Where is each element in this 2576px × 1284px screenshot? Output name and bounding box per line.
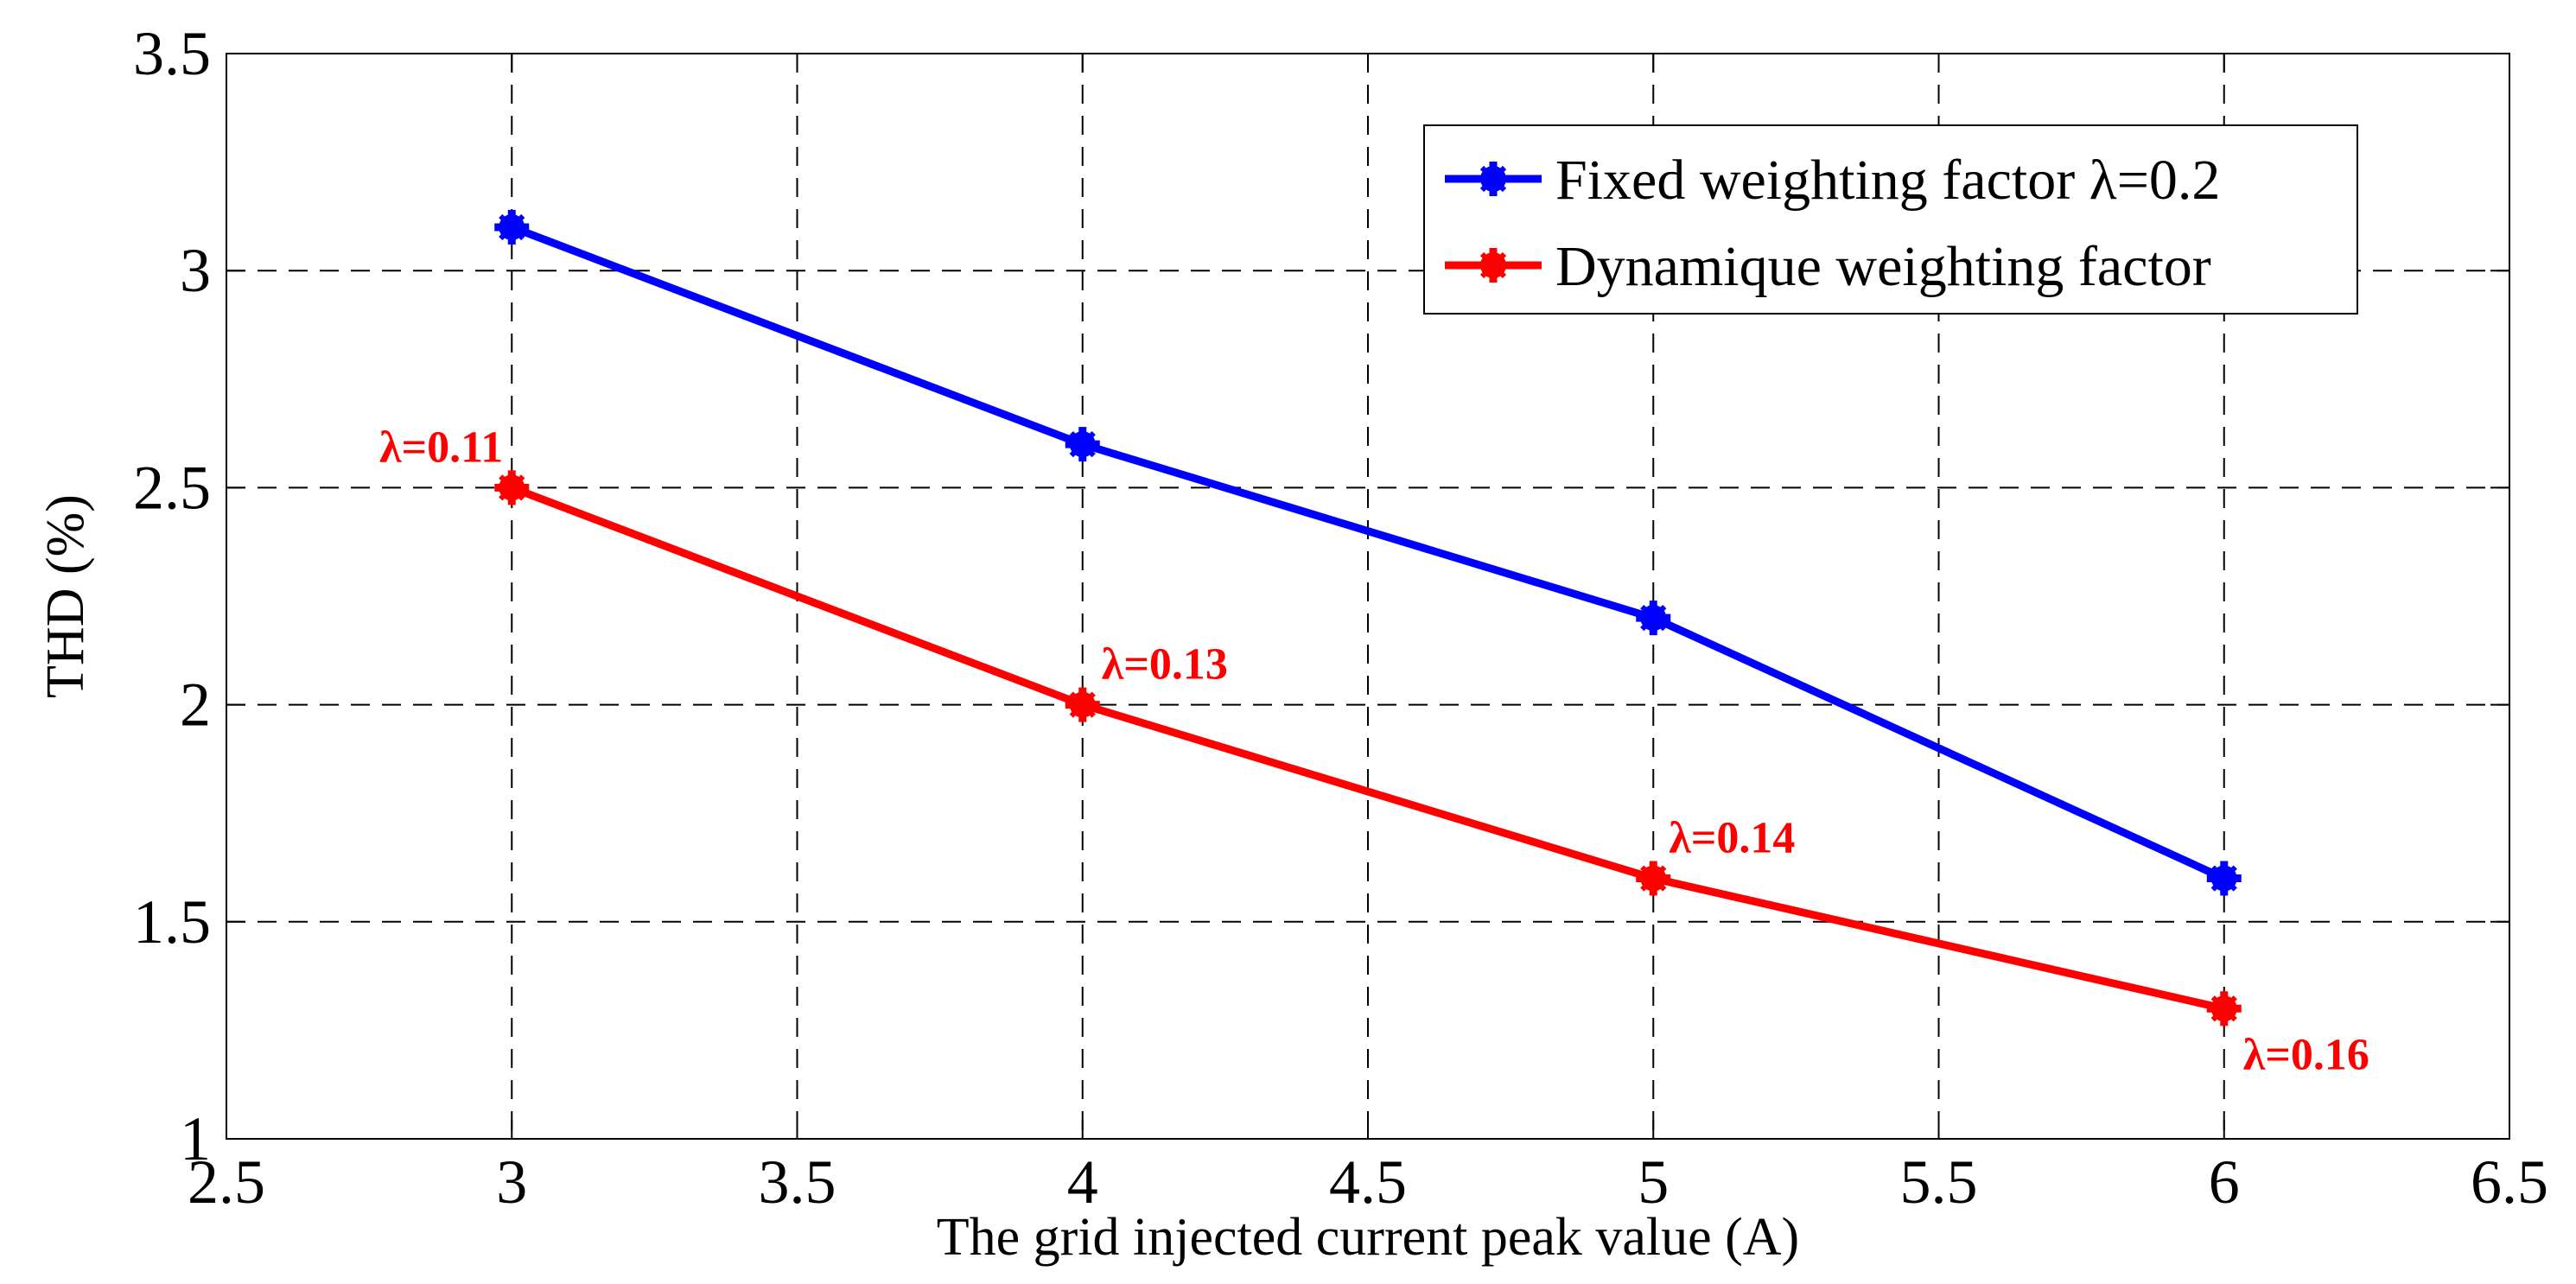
series-line — [507, 483, 2229, 1013]
marker-cross-d2 — [499, 474, 525, 501]
marker-cross-d2 — [1479, 165, 1507, 193]
data-point — [1636, 601, 1671, 636]
annotation-label: λ=0.13 — [1102, 640, 1228, 690]
x-axis-title: The grid injected current peak value (A) — [937, 1208, 1799, 1267]
data-point — [1065, 427, 1100, 462]
legend-label: Fixed weighting factor λ=0.2 — [1555, 149, 2220, 212]
y-tick-label: 3.5 — [133, 19, 211, 88]
x-tick-label: 4.5 — [1329, 1147, 1407, 1217]
data-point — [1636, 861, 1671, 896]
y-axis-title: THD (%) — [36, 494, 95, 698]
series-1 — [494, 209, 2242, 896]
series-2 — [494, 470, 2242, 1027]
x-tick-label: 2.5 — [188, 1147, 265, 1217]
marker-cross-d2 — [1640, 604, 1667, 632]
data-point — [2206, 861, 2242, 896]
y-tick-label: 1.5 — [133, 887, 211, 957]
data-point — [1065, 687, 1100, 722]
y-tick-label: 2.5 — [133, 453, 211, 522]
marker-cross-d2 — [1640, 865, 1667, 892]
series-line — [507, 223, 2229, 883]
y-tick-label: 1 — [180, 1104, 211, 1173]
data-point — [494, 209, 530, 245]
x-tick-label: 6.5 — [2471, 1147, 2548, 1217]
x-tick-label: 6 — [2209, 1147, 2240, 1217]
x-tick-label: 5.5 — [1900, 1147, 1978, 1217]
y-tick-label: 3 — [180, 236, 211, 305]
y-tick-label: 2 — [180, 671, 211, 740]
data-point — [494, 470, 530, 505]
legend-entry-1: Fixed weighting factor λ=0.2 — [1445, 149, 2220, 212]
legend-entry-2: Dynamique weighting factor — [1445, 235, 2211, 298]
marker-cross-d2 — [1479, 251, 1507, 279]
marker-cross-d2 — [2210, 995, 2237, 1022]
annotation-label: λ=0.16 — [2243, 1030, 2369, 1079]
x-tick-label: 4 — [1067, 1147, 1098, 1217]
legend: Fixed weighting factor λ=0.2 Dynamique we… — [1423, 124, 2358, 315]
legend-swatch-marker — [1476, 248, 1511, 283]
axis-ticks: 2.5 3 3.5 4 4.5 5 5.5 6 6.5 1 1.5 2 2.5 3 3.5 — [133, 19, 2548, 1217]
series-layer — [494, 209, 2242, 1027]
legend-swatch-marker — [1476, 162, 1511, 196]
x-tick-label: 5 — [1638, 1147, 1669, 1217]
marker-cross-d2 — [1069, 691, 1096, 718]
x-tick-label: 3.5 — [759, 1147, 836, 1217]
data-point — [2206, 991, 2242, 1027]
marker-cross-d2 — [499, 213, 525, 241]
annotation-label: λ=0.14 — [1669, 814, 1795, 863]
marker-cross-d2 — [2210, 865, 2237, 892]
annotations-layer: λ=0.11 λ=0.13 λ=0.14 λ=0.16 — [379, 423, 2369, 1079]
marker-cross-d2 — [1069, 431, 1096, 458]
legend-box — [1423, 124, 2358, 315]
annotation-label: λ=0.11 — [379, 423, 503, 472]
legend-label: Dynamique weighting factor — [1555, 235, 2211, 298]
x-tick-label: 3 — [496, 1147, 527, 1217]
